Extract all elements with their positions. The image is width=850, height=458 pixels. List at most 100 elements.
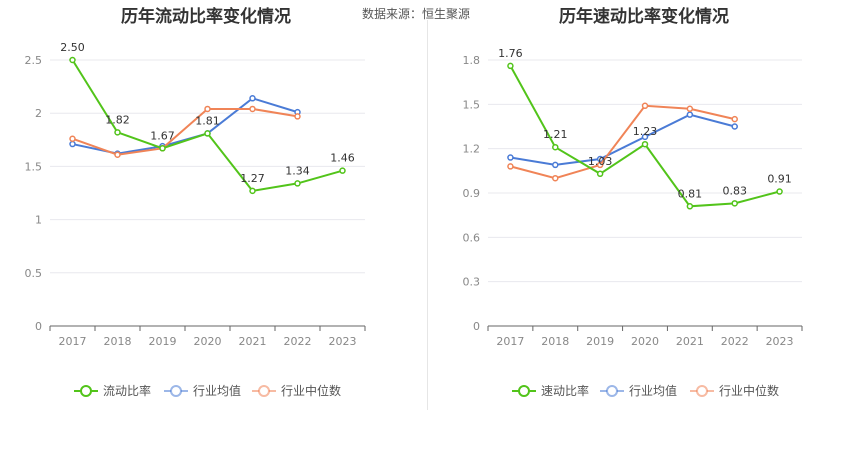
data-point-median bbox=[69, 135, 76, 142]
x-tick-label: 2018 bbox=[104, 335, 132, 348]
series-line-median bbox=[510, 104, 735, 180]
data-point-median bbox=[641, 102, 649, 110]
y-tick-label: 1.2 bbox=[463, 143, 481, 156]
data-point-median bbox=[249, 105, 256, 113]
data-point-median bbox=[596, 161, 604, 169]
data-point-main bbox=[552, 143, 559, 151]
data-point-main bbox=[204, 130, 211, 137]
legend-marker bbox=[170, 385, 182, 397]
chart-panel-1: 0 0.3 0.6 0.9 1.2 1.5 1.8 2017 2018 2019 2020 2021 2… bbox=[463, 47, 803, 398]
legend-item-avg: 行业均值 bbox=[600, 383, 677, 398]
data-point-avg bbox=[596, 155, 604, 163]
series-line-median bbox=[72, 107, 298, 156]
chart-panel-0: 0 0.5 1 1.5 2 2.5 2017 2018 2019 2020 2021 2022 2023… bbox=[25, 41, 366, 398]
legend-label: 行业均值 bbox=[193, 383, 241, 398]
data-label: 1.81 bbox=[195, 114, 220, 127]
x-tick-label: 2018 bbox=[541, 335, 569, 348]
x-tick-label: 2022 bbox=[721, 335, 749, 348]
data-point-main bbox=[731, 200, 738, 207]
legend-item-avg: 行业均值 bbox=[164, 383, 241, 398]
data-label: 0.83 bbox=[722, 184, 747, 197]
x-tick-label: 2017 bbox=[59, 335, 87, 348]
data-point-avg bbox=[686, 111, 694, 118]
data-point-median bbox=[686, 105, 694, 113]
x-tick-label: 2020 bbox=[631, 335, 659, 348]
x-tick-label: 2017 bbox=[496, 335, 524, 348]
legend-label: 行业中位数 bbox=[281, 383, 341, 398]
legend-label: 流动比率 bbox=[103, 383, 151, 398]
data-point-main bbox=[114, 129, 121, 136]
y-tick-label: 0 bbox=[473, 320, 480, 333]
chart-title-current-ratio: 历年流动比率变化情况 bbox=[121, 7, 291, 27]
legend-item-main: 速动比率 bbox=[512, 383, 589, 398]
data-point-avg bbox=[552, 161, 559, 169]
data-point-main bbox=[69, 56, 76, 64]
data-label: 1.76 bbox=[498, 47, 523, 60]
data-point-main bbox=[686, 203, 694, 210]
data-point-main bbox=[596, 170, 604, 178]
data-point-main bbox=[776, 188, 783, 195]
data-point-median bbox=[731, 115, 738, 123]
data-point-main bbox=[294, 180, 301, 187]
data-label: 1.27 bbox=[240, 172, 265, 185]
legend-item-main: 流动比率 bbox=[74, 383, 151, 398]
data-point-median bbox=[552, 174, 559, 182]
y-tick-label: 0.9 bbox=[463, 187, 481, 200]
x-tick-label: 2021 bbox=[239, 335, 267, 348]
data-label: 1.03 bbox=[588, 155, 613, 168]
data-label: 0.91 bbox=[767, 173, 792, 186]
legend-label: 速动比率 bbox=[541, 383, 589, 398]
data-point-main bbox=[641, 140, 649, 148]
series-line-avg bbox=[510, 113, 735, 166]
y-tick-label: 0.6 bbox=[463, 231, 481, 244]
y-tick-label: 0 bbox=[35, 320, 42, 333]
y-tick-label: 1 bbox=[35, 214, 42, 227]
y-tick-label: 1.5 bbox=[463, 98, 481, 111]
chart-title-quick-ratio: 历年速动比率变化情况 bbox=[559, 7, 729, 27]
data-point-main bbox=[159, 145, 166, 152]
x-tick-label: 2023 bbox=[329, 335, 357, 348]
y-tick-label: 1.8 bbox=[463, 54, 481, 67]
data-label: 2.50 bbox=[60, 41, 85, 54]
data-source: 数据来源：恒生聚源 bbox=[362, 7, 471, 21]
data-label: 1.34 bbox=[285, 164, 310, 177]
data-point-avg bbox=[641, 133, 649, 141]
data-point-median bbox=[204, 105, 211, 113]
y-tick-label: 2 bbox=[35, 107, 42, 120]
x-tick-label: 2019 bbox=[149, 335, 177, 348]
y-tick-label: 0.5 bbox=[25, 267, 43, 280]
legend-marker bbox=[80, 385, 92, 397]
data-point-avg bbox=[69, 140, 76, 148]
data-label: 1.67 bbox=[150, 129, 175, 142]
data-point-avg bbox=[731, 123, 738, 130]
data-point-median bbox=[507, 163, 514, 170]
legend-label: 行业中位数 bbox=[719, 383, 779, 398]
data-point-main bbox=[339, 167, 346, 174]
x-tick-label: 2022 bbox=[284, 335, 312, 348]
y-tick-label: 2.5 bbox=[25, 54, 43, 67]
data-label: 1.46 bbox=[330, 152, 355, 165]
panel-divider bbox=[427, 20, 428, 410]
data-label: 1.82 bbox=[105, 113, 130, 126]
data-point-median bbox=[294, 113, 301, 120]
data-label: 1.21 bbox=[543, 128, 568, 141]
legend-marker bbox=[696, 385, 708, 397]
y-tick-label: 1.5 bbox=[25, 160, 43, 173]
x-tick-label: 2021 bbox=[676, 335, 704, 348]
legend-label: 行业均值 bbox=[629, 383, 677, 398]
x-tick-label: 2023 bbox=[766, 335, 794, 348]
data-point-median bbox=[114, 151, 121, 158]
legend-marker bbox=[518, 385, 530, 397]
data-point-main bbox=[249, 187, 256, 195]
x-tick-label: 2020 bbox=[194, 335, 222, 348]
data-point-avg bbox=[507, 154, 514, 161]
y-tick-label: 0.3 bbox=[463, 276, 481, 289]
legend-item-median: 行业中位数 bbox=[252, 383, 341, 398]
legend-marker bbox=[258, 385, 270, 397]
data-label: 1.23 bbox=[633, 125, 658, 138]
data-label: 0.81 bbox=[678, 187, 703, 200]
legend-marker bbox=[606, 385, 618, 397]
legend-item-median: 行业中位数 bbox=[690, 383, 779, 398]
x-tick-label: 2019 bbox=[586, 335, 614, 348]
